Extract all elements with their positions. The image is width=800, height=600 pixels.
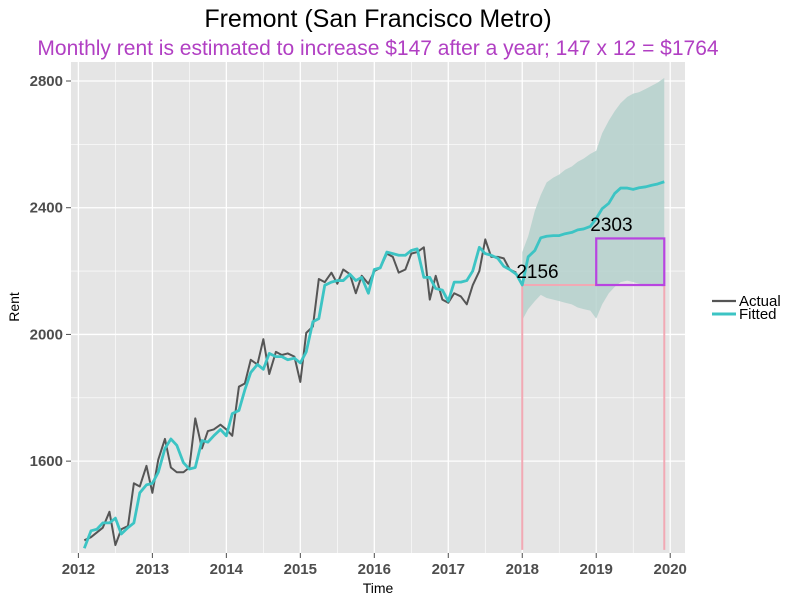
y-axis-ticks: 1600 2000 2400 2800 [30, 73, 71, 470]
y-axis-title: Rent [6, 292, 22, 322]
y-tick-label: 2000 [30, 326, 63, 343]
grid-lines [71, 62, 685, 553]
x-tick-label: 2020 [654, 561, 687, 578]
legend-label: Fitted [739, 306, 777, 323]
annotation-label: 2156 [516, 262, 558, 283]
x-tick-label: 2013 [136, 561, 169, 578]
reference-lines [521, 237, 666, 550]
x-tick-label: 2018 [506, 561, 539, 578]
x-tick-label: 2012 [62, 561, 95, 578]
series-lines [83, 180, 665, 549]
chart-title: Fremont (San Francisco Metro) [204, 5, 551, 33]
annotations: 2156 2303 [516, 215, 632, 283]
legend-label: Actual [739, 293, 781, 310]
x-tick-label: 2014 [210, 561, 244, 578]
x-tick-label: 2016 [358, 561, 391, 578]
x-tick-label: 2019 [580, 561, 613, 578]
chart-subtitle: Monthly rent is estimated to increase $1… [37, 37, 718, 60]
y-tick-label: 2800 [30, 73, 63, 90]
forecast-band-area [522, 77, 665, 321]
x-tick-label: 2015 [284, 561, 317, 578]
annotation-label: 2303 [590, 215, 632, 236]
y-tick-label: 2400 [30, 200, 63, 217]
forecast-band [522, 77, 665, 321]
x-tick-label: 2017 [432, 561, 465, 578]
series-line-actual [83, 238, 517, 547]
x-axis-title: Time [363, 580, 394, 596]
y-tick-label: 1600 [30, 453, 63, 470]
x-axis-ticks: 2012 2013 2014 2015 2016 2017 2018 2019 2020 [62, 553, 687, 578]
series-line-fitted [83, 180, 665, 549]
highlight-box [595, 237, 666, 287]
